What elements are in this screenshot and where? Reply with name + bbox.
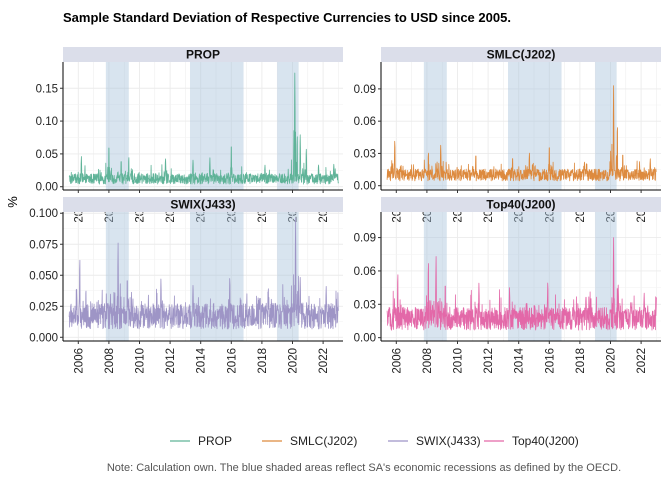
x-tick-label: 2020 — [288, 348, 300, 374]
legend-label: SWIX(J433) — [416, 434, 481, 448]
y-axis-label: % — [5, 196, 20, 208]
series-line — [68, 217, 339, 330]
y-tick-label: 0.050 — [29, 270, 58, 282]
x-tick-label: 2012 — [483, 348, 495, 374]
y-tick-label: 0.025 — [29, 301, 58, 313]
x-tick-label: 2006 — [73, 348, 85, 374]
facet-strip-label: SWIX(J433) — [170, 198, 235, 212]
x-tick-label: 2010 — [135, 348, 147, 374]
x-tick-label: 2006 — [391, 348, 403, 374]
series-line — [68, 72, 339, 185]
y-tick-label: 0.06 — [354, 266, 376, 278]
x-tick-label: 2022 — [636, 348, 648, 374]
facet-strip-label: Top40(J200) — [486, 198, 555, 212]
y-tick-label: 0.00 — [354, 333, 376, 345]
y-tick-label: 0.09 — [354, 84, 376, 96]
series-line — [386, 237, 657, 331]
facet-strip — [63, 197, 343, 212]
chart-title: Sample Standard Deviation of Respective … — [63, 10, 511, 25]
panel-1: SMLC(J202)0.000.030.060.0920062008201020… — [354, 47, 661, 223]
y-tick-label: 0.15 — [36, 83, 58, 95]
y-tick-label: 0.09 — [354, 233, 376, 245]
y-tick-label: 0.03 — [354, 299, 376, 311]
facet-strip — [381, 197, 661, 212]
x-tick-label: 2014 — [196, 347, 208, 373]
facet-strip — [63, 47, 343, 62]
legend-label: Top40(J200) — [512, 434, 579, 448]
recession-band — [595, 62, 617, 190]
x-tick-label: 2012 — [165, 348, 177, 374]
panel-2: SWIX(J433) 0.000 0.025 0.050 0.075 0.100 2006 2… — [29, 197, 343, 374]
x-tick-label: 2020 — [606, 348, 618, 374]
x-tick-label: 2016 — [544, 348, 556, 374]
x-tick-label: 2008 — [422, 348, 434, 374]
y-tick-label: 0.000 — [29, 332, 58, 344]
series-line — [386, 85, 657, 182]
panel-3: Top40(J200) 0.00 0.03 0.06 0.09 2006 2008 2010 2… — [354, 197, 661, 374]
legend: PROP SMLC(J202) SWIX(J433) Top40(J200) — [170, 434, 579, 448]
facet-strip — [381, 47, 661, 62]
recession-band — [189, 62, 244, 190]
y-tick-label: 0.05 — [36, 149, 58, 161]
x-tick-label: 2022 — [318, 348, 330, 374]
y-tick-label: 0.075 — [29, 239, 58, 251]
facet-strip-label: PROP — [186, 48, 220, 62]
facet-strip-label: SMLC(J202) — [487, 48, 556, 62]
x-tick-label: 2008 — [104, 348, 116, 374]
y-tick-label: 0.00 — [354, 181, 376, 193]
x-tick-label: 2010 — [453, 348, 465, 374]
x-tick-label: 2018 — [575, 348, 587, 374]
y-tick-label: 0.03 — [354, 148, 376, 160]
legend-label: SMLC(J202) — [290, 434, 357, 448]
panel-0: PROP0.000.050.100.1520062008201020122014… — [36, 47, 343, 223]
chart-note: Note: Calculation own. The blue shaded a… — [107, 462, 621, 474]
y-tick-label: 0.00 — [36, 182, 58, 194]
x-tick-label: 2016 — [226, 348, 238, 374]
x-tick-label: 2014 — [514, 347, 526, 373]
legend-label: PROP — [198, 434, 232, 448]
y-tick-label: 0.06 — [354, 116, 376, 128]
recession-band — [105, 62, 129, 190]
y-tick-label: 0.10 — [36, 116, 58, 128]
x-tick-label: 2018 — [257, 348, 269, 374]
facet-panels: PROP 0.00 0.05 0.10 0.15 2006 2008 2010 2012 2014… — [29, 47, 661, 374]
y-tick-label: 0.100 — [29, 208, 58, 220]
